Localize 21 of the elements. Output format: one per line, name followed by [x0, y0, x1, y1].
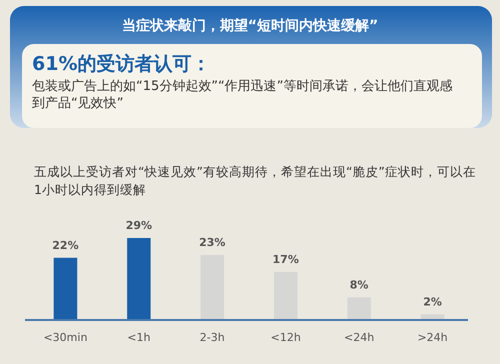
text: 包装或广告上的如“15分钟起效”“作用迅速”等时间承诺，会让他们直观感到产品“见效快”: [32, 79, 452, 111]
text: 五成以上受访者对“快速见效”有较高期待，希望在出现“脆皮”症状时，可以在1小时以内得到缓解: [34, 164, 476, 197]
x-tick-label: <12h: [270, 331, 301, 344]
x-tick-label: <24h: [344, 331, 374, 344]
bar: [54, 258, 78, 320]
x-tick-label: <1h: [127, 331, 150, 344]
data-label: 22%: [52, 238, 79, 252]
x-tick-label: 2-3h: [200, 331, 225, 344]
bar: [274, 272, 298, 320]
data-label: 29%: [126, 219, 152, 232]
data-label: 8%: [350, 278, 368, 292]
data-label: 2%: [423, 295, 442, 308]
data-label: 17%: [272, 252, 299, 266]
x-tick-label: >24h: [417, 331, 448, 344]
chart-subtitle: 61%的受访者认可：: [32, 53, 210, 75]
data-label: 23%: [199, 236, 226, 249]
bar: [127, 238, 151, 320]
bar: [200, 254, 224, 320]
bar: [347, 297, 371, 320]
x-tick-label: <30min: [43, 331, 88, 344]
chart-title: 当症状来敲门，期望“短时间内快速缓解”: [122, 17, 378, 34]
